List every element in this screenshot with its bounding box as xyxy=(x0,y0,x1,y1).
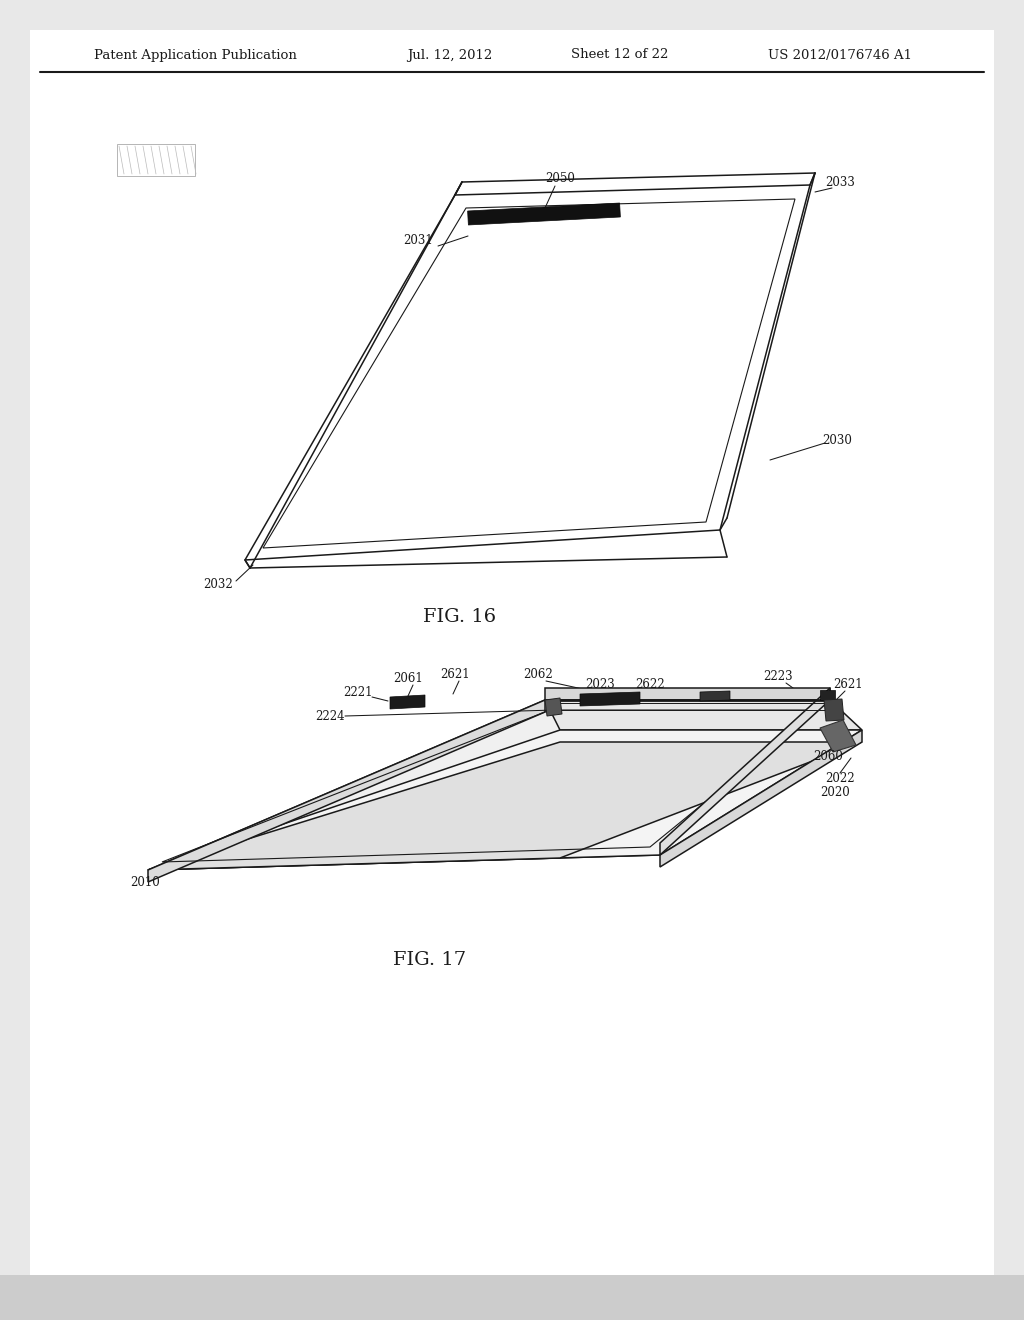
Text: 2031: 2031 xyxy=(403,234,433,247)
Text: 2621: 2621 xyxy=(834,678,863,692)
Text: 2621: 2621 xyxy=(440,668,470,681)
Polygon shape xyxy=(148,730,862,870)
Text: 2221: 2221 xyxy=(343,685,373,698)
Polygon shape xyxy=(468,203,621,224)
Polygon shape xyxy=(820,690,835,700)
Text: 2050: 2050 xyxy=(545,172,574,185)
Text: 2033: 2033 xyxy=(825,176,855,189)
Polygon shape xyxy=(824,700,844,721)
Polygon shape xyxy=(545,700,862,730)
Polygon shape xyxy=(545,698,562,715)
Text: Sheet 12 of 22: Sheet 12 of 22 xyxy=(571,49,669,62)
Bar xyxy=(0,1275,1024,1320)
Text: 2020: 2020 xyxy=(820,787,850,800)
Polygon shape xyxy=(245,185,810,560)
Text: 2223: 2223 xyxy=(763,671,793,684)
Text: 2030: 2030 xyxy=(822,433,852,446)
Text: 2224: 2224 xyxy=(315,710,345,722)
Text: FIG. 16: FIG. 16 xyxy=(424,609,497,626)
Polygon shape xyxy=(390,696,425,709)
Text: 2062: 2062 xyxy=(523,668,553,681)
Text: 2032: 2032 xyxy=(203,578,232,591)
Polygon shape xyxy=(148,700,830,870)
Text: Jul. 12, 2012: Jul. 12, 2012 xyxy=(408,49,493,62)
Text: FIG. 17: FIG. 17 xyxy=(393,950,467,969)
Polygon shape xyxy=(148,700,545,882)
Text: 2060: 2060 xyxy=(813,751,843,763)
Polygon shape xyxy=(820,719,856,752)
Text: 2022: 2022 xyxy=(825,771,855,784)
Text: 2061: 2061 xyxy=(393,672,423,685)
Polygon shape xyxy=(660,730,862,867)
Polygon shape xyxy=(660,688,830,855)
Polygon shape xyxy=(545,688,830,700)
Text: 2010: 2010 xyxy=(130,875,160,888)
Polygon shape xyxy=(700,690,730,701)
Polygon shape xyxy=(580,692,640,706)
Text: Patent Application Publication: Patent Application Publication xyxy=(93,49,296,62)
Polygon shape xyxy=(148,742,862,870)
Text: 2622: 2622 xyxy=(635,678,665,692)
Text: 2023: 2023 xyxy=(585,677,614,690)
Text: US 2012/0176746 A1: US 2012/0176746 A1 xyxy=(768,49,912,62)
